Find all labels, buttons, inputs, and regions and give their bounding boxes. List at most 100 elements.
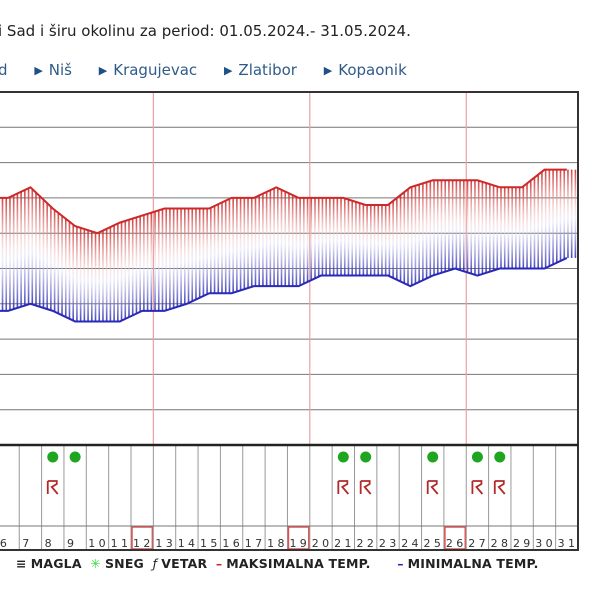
temperature-band-stripe [522,186,525,269]
temperature-band-stripe [336,197,339,276]
temperature-band-stripe [492,185,495,271]
nav-link-nis[interactable]: ▶ Niš [34,61,72,79]
temperature-band-stripe [165,208,167,311]
temperature-band-stripe [477,180,480,276]
temperature-band-stripe [474,180,476,275]
temperature-band-stripe [291,194,294,287]
temperature-band-stripe [314,197,316,279]
arrow-icon: ▶ [223,64,233,77]
day-label: 31 [558,537,575,550]
temperature-band-stripe [61,215,63,315]
day-label: 20 [312,537,329,550]
temperature-band-stripe [247,197,249,289]
temperature-band-stripe [459,180,461,270]
temperature-band-stripe [529,181,532,269]
temperature-band-stripe [20,192,22,307]
day-label: 15 [200,537,217,550]
temperature-band-stripe [105,229,108,322]
nav-link-kopaonik[interactable]: ▶ Kopaonik [323,61,407,79]
rain-icon [46,480,59,495]
temperature-band-stripe [351,200,353,276]
temperature-band-stripe [343,198,346,276]
temperature-band-stripe [198,208,201,299]
city-nav: d ▶ Niš ▶ Kragujevac ▶ Zlatibor ▶ Kopaonik [0,61,429,79]
temperature-band-stripe [347,199,350,276]
temperature-band-stripe [325,197,327,276]
temperature-band-stripe [433,180,435,276]
temperature-band-stripe [1,197,4,311]
fog-icon: ≡ [16,556,27,571]
snow-icon: ✳ [90,556,101,571]
temperature-band-stripe [206,208,208,295]
temperature-band-stripe [176,208,179,308]
temperature-band-stripe [131,218,134,316]
temperature-band-stripe [150,212,153,311]
green-dot-icon [360,451,372,463]
day-label: 23 [379,537,396,550]
temperature-band-stripe [161,209,164,311]
temperature-band-stripe [377,204,380,276]
temperature-band-stripe [440,180,443,274]
day-label: 12 [133,537,150,550]
temperature-band-stripe [429,181,432,278]
temperature-band-stripe [258,195,260,287]
day-label: 26 [446,537,463,550]
max-temp-swatch-icon: – [215,556,223,571]
temperature-band-stripe [515,187,517,269]
temperature-band-stripe [243,197,246,290]
rain-icon [493,480,506,495]
temperature-band-stripe [321,197,324,276]
day-label: 22 [357,537,374,550]
day-label: 13 [155,537,172,550]
temperature-band-stripe [262,194,264,287]
temperature-band-stripe [102,230,104,322]
legend-max: MAKSIMALNA TEMP. [226,556,371,571]
temperature-band-stripe [64,218,67,317]
temperature-band-stripe [273,188,275,287]
temperature-band-stripe [392,201,394,278]
temperature-band-stripe [396,198,398,280]
temperature-band-stripe [481,181,484,275]
day-label: 7 [22,537,29,550]
temperature-band-stripe [57,212,60,314]
temperature-band-stripe [135,217,138,314]
temperature-band-stripe [526,184,528,269]
legend: ≡ MAGLA ✳ SNEG ƒ VETAR – MAKSIMALNA TEMP. – M… [16,556,543,571]
temperature-band-stripe [507,187,510,269]
legend-fog: MAGLA [30,556,82,571]
temperature-band-stripe [418,184,420,283]
day-label: 16 [222,537,239,550]
temperature-band-stripe [16,193,19,309]
temperature-band-stripe [496,186,499,270]
day-label: 24 [401,537,418,550]
nav-link-zlatibor[interactable]: ▶ Zlatibor [223,61,297,79]
day-label: 19 [289,537,306,550]
temperature-band-stripe [9,197,11,311]
temperature-band-stripe [373,204,376,276]
temperature-band-stripe [384,204,387,276]
temperature-band-stripe [485,182,487,274]
green-dot-icon [47,451,59,463]
temperature-band-stripe [317,197,320,278]
temperature-band-stripe [24,190,26,306]
rain-icon [471,480,484,495]
temperature-band-stripe [87,229,89,322]
temperature-band-stripe [46,202,48,309]
temperature-band-stripe [410,187,413,286]
min-temp-swatch-icon: – [397,556,404,571]
day-label: 17 [245,537,262,550]
temperature-band-stripe [146,214,149,311]
temperature-band-stripe [202,208,205,297]
nav-link-kragujevac[interactable]: ▶ Kragujevac [98,61,198,79]
temperature-band-stripe [574,169,577,258]
temperature-band-stripe [12,195,15,310]
temperature-band-stripe [31,188,34,305]
temperature-band-stripe [120,222,123,322]
temperature-band-stripe [533,178,536,269]
day-label: 28 [491,537,508,550]
green-dot-icon [427,451,439,463]
nav-link-0[interactable]: d [0,61,8,79]
chart-frame [0,91,579,551]
temperature-band-stripe [79,227,82,322]
